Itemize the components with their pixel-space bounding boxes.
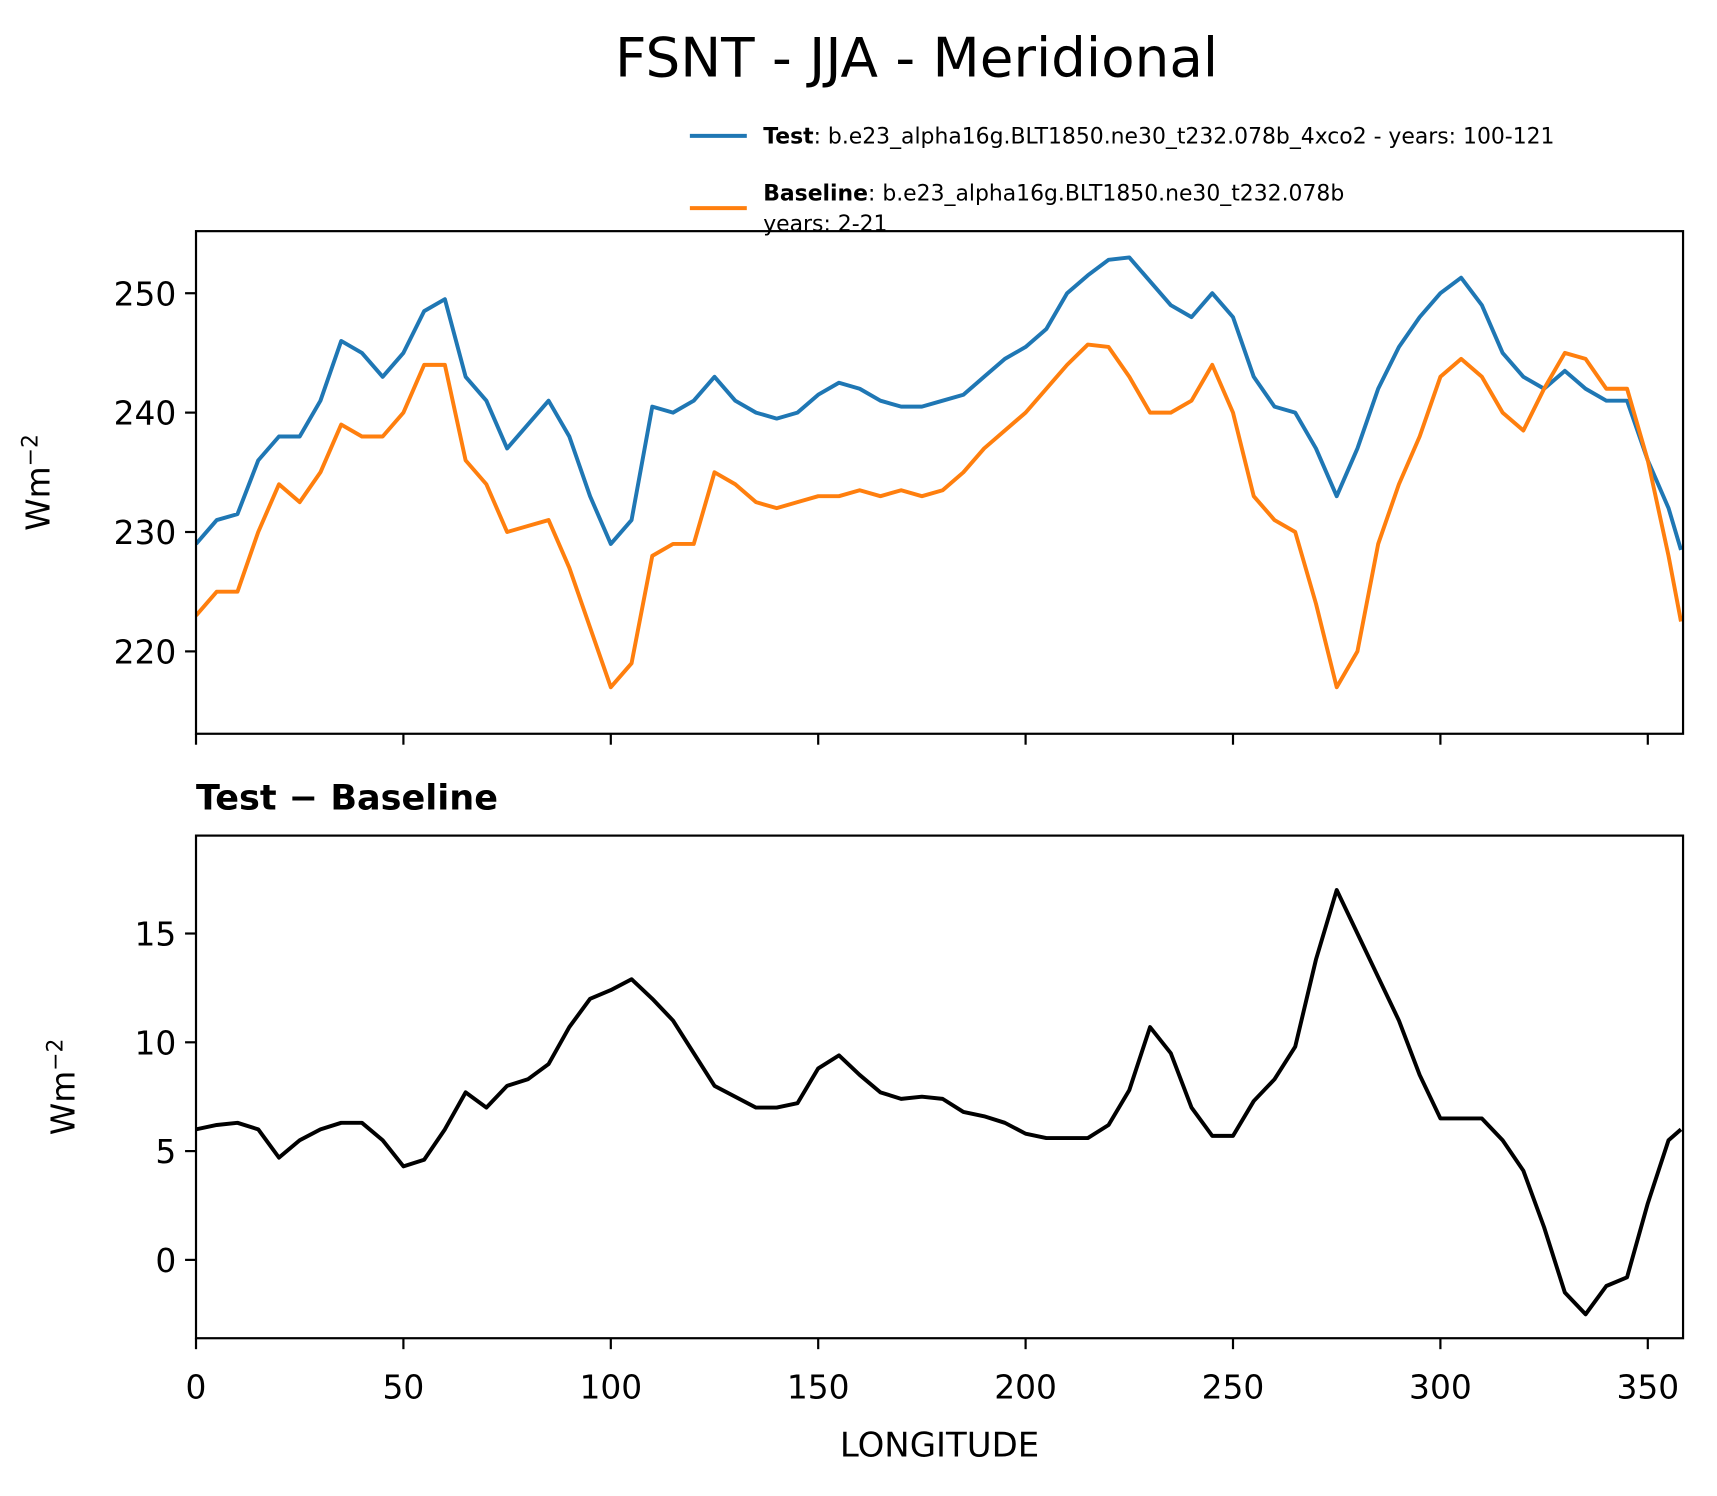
panel-title: Test − Baseline — [196, 777, 498, 818]
legend-description: : b.e23_alpha16g.BLT1850.ne30_t232.078b — [868, 181, 1344, 206]
y-tick-label: 0 — [155, 1242, 176, 1280]
data-line — [196, 255, 1683, 551]
y-tick-label: 230 — [114, 514, 177, 552]
legend-label: years: 2-21 — [763, 212, 887, 237]
y-tick-label: 250 — [114, 275, 177, 313]
y-axis-label-base: Wm — [44, 1071, 82, 1135]
x-tick-label: 50 — [383, 1368, 425, 1406]
legend-description: years: 2-21 — [763, 212, 887, 237]
legend-label: Test: b.e23_alpha16g.BLT1850.ne30_t232.0… — [763, 125, 1554, 150]
x-tick-label: 200 — [994, 1368, 1057, 1406]
figure-title: FSNT - JJA - Meridional — [615, 26, 1218, 90]
y-tick-label: 10 — [135, 1024, 177, 1062]
data-line — [196, 342, 1683, 690]
y-axis-label-sup: −2 — [18, 434, 43, 466]
x-tick-label: 0 — [186, 1368, 207, 1406]
legend-description: : b.e23_alpha16g.BLT1850.ne30_t232.078b_… — [814, 125, 1555, 150]
legend-name: Test — [763, 125, 813, 150]
data-line — [196, 888, 1683, 1317]
y-tick-label: 15 — [135, 916, 177, 954]
y-tick-label: 240 — [114, 395, 177, 433]
y-axis-label: Wm−2 — [18, 434, 58, 531]
y-axis-label-sup: −2 — [43, 1039, 68, 1071]
legend-name: Baseline — [763, 181, 868, 206]
legend-label: Baseline: b.e23_alpha16g.BLT1850.ne30_t2… — [763, 181, 1344, 206]
x-tick-label: 250 — [1202, 1368, 1265, 1406]
y-tick-label: 5 — [155, 1133, 176, 1171]
axes-frame — [194, 834, 1685, 1340]
y-axis-label-base: Wm — [19, 466, 57, 530]
x-tick-label: 300 — [1409, 1368, 1472, 1406]
x-tick-label: 150 — [787, 1368, 850, 1406]
axes-frame — [194, 230, 1685, 735]
y-axis-label: Wm−2 — [43, 1039, 82, 1136]
x-tick-label: 350 — [1616, 1368, 1679, 1406]
y-tick-label: 220 — [114, 633, 177, 671]
x-axis-label: LONGITUDE — [840, 1425, 1039, 1465]
x-tick-label: 100 — [579, 1368, 642, 1406]
